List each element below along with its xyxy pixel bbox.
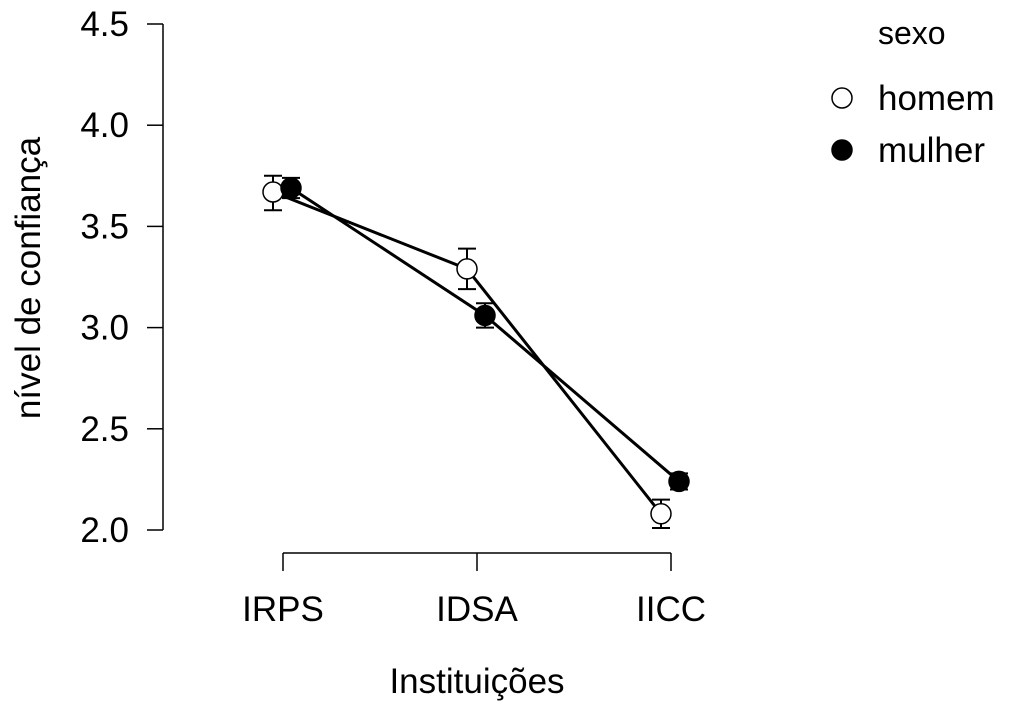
y-tick-label: 2.0: [80, 511, 129, 550]
data-markers: [262, 177, 690, 525]
y-tick-label: 3.5: [80, 207, 129, 246]
y-tick-label: 4.0: [80, 106, 129, 145]
data-point-homem: [650, 503, 672, 525]
series-lines: [272, 186, 680, 515]
legend-label-mulher: mulher: [878, 131, 985, 170]
data-point-homem: [262, 181, 284, 203]
y-tick-label: 3.0: [80, 309, 129, 348]
data-point-mulher: [474, 304, 496, 327]
legend-label-homem: homem: [878, 79, 995, 118]
legend: sexo homem mulher: [831, 15, 995, 170]
series-line-mulher: [290, 186, 680, 483]
x-axis-label: Instituições: [389, 662, 564, 701]
data-point-mulher: [280, 177, 302, 199]
y-axis-label: nível de confiança: [9, 136, 48, 419]
x-tick-label: IRPS: [242, 590, 324, 629]
data-point-homem: [456, 258, 478, 280]
series-line-homem: [272, 190, 663, 515]
y-tick-label: 4.5: [80, 5, 129, 44]
legend-title: sexo: [878, 15, 946, 51]
legend-marker-homem: [831, 87, 853, 109]
legend-marker-mulher: [831, 139, 853, 161]
x-tick-label: IDSA: [436, 590, 518, 629]
data-point-mulher: [668, 470, 690, 493]
y-tick-label: 2.5: [80, 410, 129, 449]
error-bars: [264, 174, 688, 529]
y-axis: 2.0 2.5 3.0 3.5 4.0 4.5: [80, 5, 164, 550]
x-tick-label: IICC: [636, 590, 706, 629]
x-axis: IRPS IDSA IICC: [242, 552, 706, 629]
